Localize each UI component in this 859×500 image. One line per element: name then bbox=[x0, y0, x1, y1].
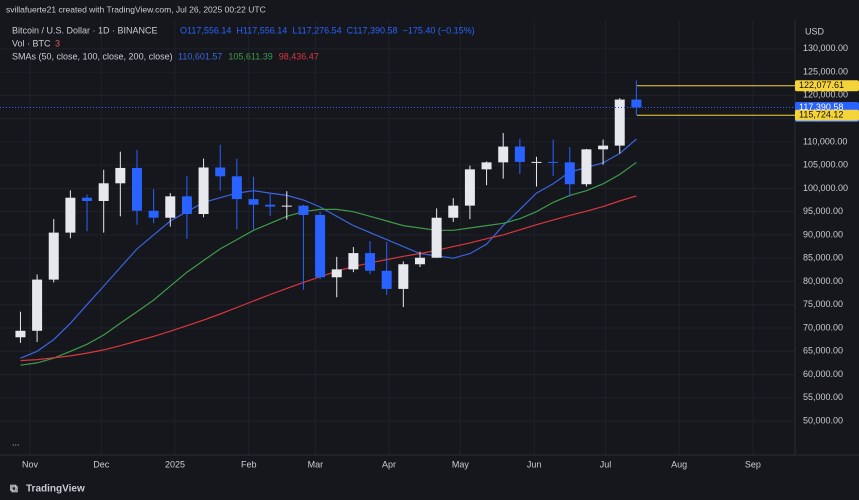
sma-line bbox=[20, 161, 637, 366]
candle-body bbox=[315, 214, 326, 278]
y-tick-label: 100,000.00 bbox=[803, 183, 848, 193]
y-tick-label: 110,000.00 bbox=[803, 136, 847, 146]
price-label: 117,390.58 bbox=[799, 102, 843, 112]
candle-body bbox=[198, 167, 209, 215]
candle-body bbox=[48, 232, 59, 280]
candle-body bbox=[65, 197, 76, 233]
candle-body bbox=[348, 253, 359, 270]
x-tick-label: Sep bbox=[745, 459, 761, 469]
price-tag bbox=[795, 80, 859, 92]
x-tick-label: Apr bbox=[382, 459, 396, 469]
candle-body bbox=[248, 199, 259, 205]
x-tick-label: Mar bbox=[308, 459, 324, 469]
candle-body bbox=[15, 330, 26, 338]
x-tick-label: 2025 bbox=[165, 459, 185, 469]
x-tick-label: Feb bbox=[241, 459, 257, 469]
footer: TradingView bbox=[26, 484, 85, 495]
chart-title: Bitcoin / U.S. Dollar · 1D · BINANCE bbox=[12, 25, 158, 35]
candle-body bbox=[365, 253, 376, 271]
logo: ⧉ bbox=[10, 483, 18, 495]
byline: svillafuerte21 created with TradingView.… bbox=[6, 4, 266, 14]
candle-body bbox=[131, 167, 142, 211]
candle-body bbox=[265, 204, 276, 207]
y-tick-label: 85,000.00 bbox=[803, 253, 843, 263]
legend-entry: 98,436.47 bbox=[279, 51, 319, 61]
candle-body bbox=[398, 264, 409, 289]
candle-body bbox=[498, 146, 509, 163]
candle-body bbox=[82, 197, 93, 201]
sma-line bbox=[20, 195, 637, 362]
y-tick-label: 125,000.00 bbox=[803, 66, 848, 76]
vol-value: 3 bbox=[55, 38, 60, 48]
legend-entry: 110,601.57 bbox=[178, 51, 222, 61]
sma-line bbox=[20, 138, 637, 359]
candle-body bbox=[115, 167, 126, 184]
candle-body bbox=[165, 196, 176, 218]
y-tick-label: 130,000.00 bbox=[803, 43, 848, 53]
ohlc-label: H117,556.14 bbox=[236, 25, 287, 35]
candle-body bbox=[614, 99, 625, 146]
ohlc-label: O117,556.14 bbox=[180, 25, 231, 35]
x-tick-label: Dec bbox=[93, 459, 110, 469]
candle-body bbox=[531, 161, 542, 163]
candle-body bbox=[298, 205, 309, 215]
y-tick-label: 95,000.00 bbox=[803, 206, 843, 216]
candle-body bbox=[514, 146, 525, 162]
candle-body bbox=[281, 205, 292, 207]
candle-body bbox=[431, 217, 442, 258]
y-tick-label: 60,000.00 bbox=[803, 369, 843, 379]
ohlc-label: L117,276.54 bbox=[292, 25, 341, 35]
price-label: 122,077.61 bbox=[799, 80, 844, 90]
candle-body bbox=[148, 210, 159, 218]
ohlc-label: −175.40 (−0.15%) bbox=[403, 25, 475, 35]
ohlc-label: C117,390.58 bbox=[347, 25, 398, 35]
y-tick-label: 55,000.00 bbox=[803, 392, 843, 402]
vol-label: Vol · BTC bbox=[12, 38, 51, 48]
y-tick-label: 105,000.00 bbox=[803, 160, 848, 170]
candle-body bbox=[181, 196, 192, 215]
candle-body bbox=[98, 183, 109, 201]
y-tick-label: 120,000.00 bbox=[803, 90, 848, 100]
candle-body bbox=[548, 161, 559, 163]
y-tick-label: 70,000.00 bbox=[803, 322, 843, 332]
candle-body bbox=[481, 162, 492, 170]
sma-label: SMAs (50, close, 100, close, 200, close) bbox=[12, 51, 173, 61]
candle-body bbox=[464, 169, 475, 206]
y-tick-label: 65,000.00 bbox=[803, 346, 843, 356]
price-tag bbox=[795, 109, 859, 121]
y-tick-label: 50,000.00 bbox=[803, 415, 843, 425]
x-tick-label: Jun bbox=[527, 459, 542, 469]
more: ... bbox=[12, 437, 20, 447]
x-tick-label: Nov bbox=[22, 459, 39, 469]
legend-entry: 105,611.39 bbox=[228, 51, 272, 61]
candle-body bbox=[215, 167, 226, 177]
candle-body bbox=[32, 279, 43, 331]
x-tick-label: Aug bbox=[671, 459, 687, 469]
candle-body bbox=[381, 270, 392, 289]
currency: USD bbox=[805, 26, 825, 36]
x-tick-label: May bbox=[452, 459, 470, 469]
candle-body bbox=[598, 145, 609, 150]
y-tick-label: 75,000.00 bbox=[803, 299, 843, 309]
candle-body bbox=[231, 176, 242, 200]
y-tick-label: 90,000.00 bbox=[803, 229, 843, 239]
candle-body bbox=[331, 269, 342, 278]
candle-body bbox=[631, 99, 642, 108]
candle-body bbox=[581, 149, 592, 185]
y-tick-label: 80,000.00 bbox=[803, 276, 843, 286]
candle-body bbox=[564, 162, 575, 185]
price-label: 115,724.12 bbox=[799, 110, 843, 120]
candle-body bbox=[414, 257, 425, 265]
candle-body bbox=[448, 205, 459, 218]
x-tick-label: Jul bbox=[600, 459, 612, 469]
